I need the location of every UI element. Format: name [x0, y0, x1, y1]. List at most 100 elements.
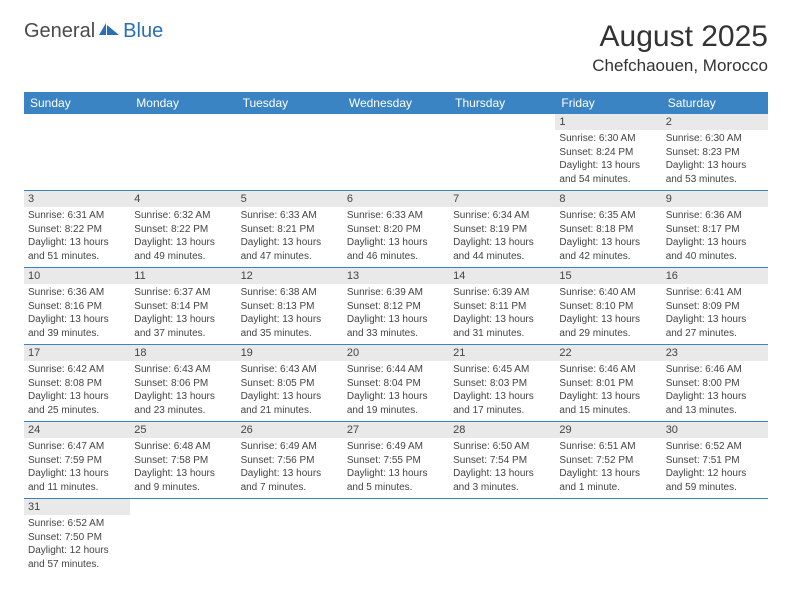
calendar-cell: [343, 499, 449, 576]
day-content: Sunrise: 6:33 AMSunset: 8:20 PMDaylight:…: [343, 207, 449, 267]
calendar-cell: 30Sunrise: 6:52 AMSunset: 7:51 PMDayligh…: [662, 422, 768, 499]
sunrise-text: Sunrise: 6:33 AM: [241, 209, 339, 223]
day-content: Sunrise: 6:43 AMSunset: 8:05 PMDaylight:…: [237, 361, 343, 421]
day-content: Sunrise: 6:52 AMSunset: 7:50 PMDaylight:…: [24, 515, 130, 575]
day-number: 29: [555, 422, 661, 438]
sunset-text: Sunset: 7:54 PM: [453, 454, 551, 468]
sunset-text: Sunset: 8:22 PM: [28, 223, 126, 237]
day-number: 22: [555, 345, 661, 361]
daylight-text: Daylight: 13 hours and 31 minutes.: [453, 313, 551, 340]
day-content: Sunrise: 6:36 AMSunset: 8:17 PMDaylight:…: [662, 207, 768, 267]
day-number: 28: [449, 422, 555, 438]
daylight-text: Daylight: 12 hours and 59 minutes.: [666, 467, 764, 494]
calendar-cell: 3Sunrise: 6:31 AMSunset: 8:22 PMDaylight…: [24, 191, 130, 268]
daylight-text: Daylight: 13 hours and 9 minutes.: [134, 467, 232, 494]
sunrise-text: Sunrise: 6:37 AM: [134, 286, 232, 300]
month-title: August 2025: [592, 20, 768, 54]
calendar-cell: [24, 114, 130, 191]
calendar-row: 3Sunrise: 6:31 AMSunset: 8:22 PMDaylight…: [24, 191, 768, 268]
daylight-text: Daylight: 13 hours and 54 minutes.: [559, 159, 657, 186]
daylight-text: Daylight: 13 hours and 33 minutes.: [347, 313, 445, 340]
day-number: 25: [130, 422, 236, 438]
sunrise-text: Sunrise: 6:49 AM: [347, 440, 445, 454]
sunrise-text: Sunrise: 6:52 AM: [666, 440, 764, 454]
logo-text-general: General: [24, 20, 95, 43]
sunset-text: Sunset: 7:58 PM: [134, 454, 232, 468]
daylight-text: Daylight: 12 hours and 57 minutes.: [28, 544, 126, 571]
daylight-text: Daylight: 13 hours and 53 minutes.: [666, 159, 764, 186]
day-content: Sunrise: 6:39 AMSunset: 8:11 PMDaylight:…: [449, 284, 555, 344]
daylight-text: Daylight: 13 hours and 17 minutes.: [453, 390, 551, 417]
day-number: 23: [662, 345, 768, 361]
sunrise-text: Sunrise: 6:30 AM: [666, 132, 764, 146]
sunrise-text: Sunrise: 6:45 AM: [453, 363, 551, 377]
day-number: 31: [24, 499, 130, 515]
calendar-row: 31Sunrise: 6:52 AMSunset: 7:50 PMDayligh…: [24, 499, 768, 576]
sunset-text: Sunset: 8:04 PM: [347, 377, 445, 391]
sunrise-text: Sunrise: 6:46 AM: [559, 363, 657, 377]
calendar-cell: 15Sunrise: 6:40 AMSunset: 8:10 PMDayligh…: [555, 268, 661, 345]
calendar-cell: 26Sunrise: 6:49 AMSunset: 7:56 PMDayligh…: [237, 422, 343, 499]
sunset-text: Sunset: 8:24 PM: [559, 146, 657, 160]
day-content: Sunrise: 6:43 AMSunset: 8:06 PMDaylight:…: [130, 361, 236, 421]
daylight-text: Daylight: 13 hours and 15 minutes.: [559, 390, 657, 417]
calendar-cell: [130, 114, 236, 191]
day-content: Sunrise: 6:39 AMSunset: 8:12 PMDaylight:…: [343, 284, 449, 344]
daylight-text: Daylight: 13 hours and 27 minutes.: [666, 313, 764, 340]
daylight-text: Daylight: 13 hours and 39 minutes.: [28, 313, 126, 340]
calendar-cell: [237, 114, 343, 191]
calendar-table: Sunday Monday Tuesday Wednesday Thursday…: [24, 92, 768, 575]
day-number: 30: [662, 422, 768, 438]
flag-icon: [99, 21, 121, 42]
calendar-cell: 27Sunrise: 6:49 AMSunset: 7:55 PMDayligh…: [343, 422, 449, 499]
calendar-cell: 13Sunrise: 6:39 AMSunset: 8:12 PMDayligh…: [343, 268, 449, 345]
sunset-text: Sunset: 8:11 PM: [453, 300, 551, 314]
day-content: Sunrise: 6:38 AMSunset: 8:13 PMDaylight:…: [237, 284, 343, 344]
day-number: 16: [662, 268, 768, 284]
sunset-text: Sunset: 8:14 PM: [134, 300, 232, 314]
calendar-cell: 9Sunrise: 6:36 AMSunset: 8:17 PMDaylight…: [662, 191, 768, 268]
day-number: 13: [343, 268, 449, 284]
day-number: 27: [343, 422, 449, 438]
sunrise-text: Sunrise: 6:39 AM: [453, 286, 551, 300]
calendar-cell: 21Sunrise: 6:45 AMSunset: 8:03 PMDayligh…: [449, 345, 555, 422]
day-number: 14: [449, 268, 555, 284]
calendar-cell: [130, 499, 236, 576]
calendar-row: 17Sunrise: 6:42 AMSunset: 8:08 PMDayligh…: [24, 345, 768, 422]
sunrise-text: Sunrise: 6:34 AM: [453, 209, 551, 223]
sunrise-text: Sunrise: 6:50 AM: [453, 440, 551, 454]
day-content: Sunrise: 6:44 AMSunset: 8:04 PMDaylight:…: [343, 361, 449, 421]
daylight-text: Daylight: 13 hours and 29 minutes.: [559, 313, 657, 340]
sunrise-text: Sunrise: 6:31 AM: [28, 209, 126, 223]
sunset-text: Sunset: 8:12 PM: [347, 300, 445, 314]
day-number: 26: [237, 422, 343, 438]
sunrise-text: Sunrise: 6:52 AM: [28, 517, 126, 531]
day-number: 10: [24, 268, 130, 284]
sunrise-text: Sunrise: 6:49 AM: [241, 440, 339, 454]
sunrise-text: Sunrise: 6:35 AM: [559, 209, 657, 223]
sunrise-text: Sunrise: 6:38 AM: [241, 286, 339, 300]
sunset-text: Sunset: 8:22 PM: [134, 223, 232, 237]
day-number: 19: [237, 345, 343, 361]
day-number: 4: [130, 191, 236, 207]
sunrise-text: Sunrise: 6:36 AM: [666, 209, 764, 223]
sunrise-text: Sunrise: 6:43 AM: [134, 363, 232, 377]
calendar-cell: [449, 499, 555, 576]
sunset-text: Sunset: 8:19 PM: [453, 223, 551, 237]
sunset-text: Sunset: 8:18 PM: [559, 223, 657, 237]
daylight-text: Daylight: 13 hours and 25 minutes.: [28, 390, 126, 417]
calendar-cell: 29Sunrise: 6:51 AMSunset: 7:52 PMDayligh…: [555, 422, 661, 499]
calendar-cell: 8Sunrise: 6:35 AMSunset: 8:18 PMDaylight…: [555, 191, 661, 268]
sunset-text: Sunset: 8:05 PM: [241, 377, 339, 391]
calendar-cell: 18Sunrise: 6:43 AMSunset: 8:06 PMDayligh…: [130, 345, 236, 422]
calendar-cell: 31Sunrise: 6:52 AMSunset: 7:50 PMDayligh…: [24, 499, 130, 576]
calendar-cell: 6Sunrise: 6:33 AMSunset: 8:20 PMDaylight…: [343, 191, 449, 268]
sunrise-text: Sunrise: 6:47 AM: [28, 440, 126, 454]
sunrise-text: Sunrise: 6:41 AM: [666, 286, 764, 300]
day-number: 18: [130, 345, 236, 361]
daylight-text: Daylight: 13 hours and 5 minutes.: [347, 467, 445, 494]
daylight-text: Daylight: 13 hours and 49 minutes.: [134, 236, 232, 263]
day-content: Sunrise: 6:32 AMSunset: 8:22 PMDaylight:…: [130, 207, 236, 267]
weekday-header-row: Sunday Monday Tuesday Wednesday Thursday…: [24, 92, 768, 114]
weekday-header: Wednesday: [343, 92, 449, 114]
